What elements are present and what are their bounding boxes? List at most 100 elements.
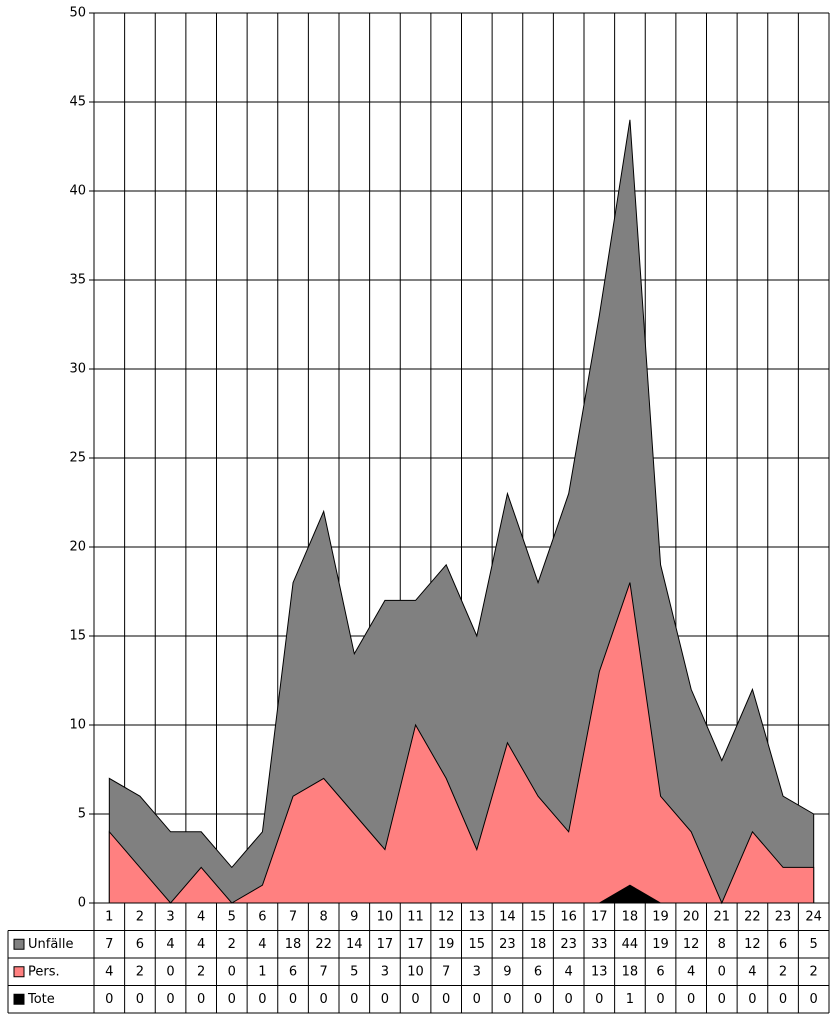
data-table-value: 3 [381,964,389,979]
data-table-value: 9 [503,964,511,979]
data-table-value: 19 [438,937,455,952]
data-table-value: 0 [105,992,113,1007]
data-table-value: 17 [377,937,394,952]
data-table-value: 0 [473,992,481,1007]
data-table-value: 6 [656,964,664,979]
x-tick-label: 16 [560,909,577,924]
data-table-value: 2 [810,964,818,979]
data-table-value: 17 [407,937,424,952]
data-table-value: 18 [285,937,302,952]
data-table-value: 2 [779,964,787,979]
data-table-value: 2 [197,964,205,979]
y-tick-label: 45 [69,95,86,110]
data-table-value: 23 [560,937,577,952]
x-tick-label: 20 [683,909,700,924]
data-table-value: 0 [442,992,450,1007]
data-table-value: 0 [595,992,603,1007]
chart: 0510152025303540455012345678910111213141… [0,0,831,1018]
data-table-value: 10 [407,964,424,979]
y-tick-label: 10 [69,718,86,733]
x-tick-label: 22 [744,909,761,924]
data-table-value: 0 [503,992,511,1007]
y-tick-label: 20 [69,540,86,555]
x-tick-label: 24 [805,909,822,924]
x-tick-label: 9 [350,909,358,924]
legend-key [14,994,24,1004]
data-table-value: 0 [381,992,389,1007]
data-table-value: 4 [166,937,174,952]
x-tick-label: 21 [714,909,731,924]
data-table-value: 0 [289,992,297,1007]
x-tick-label: 5 [228,909,236,924]
data-table-value: 4 [565,964,573,979]
x-tick-label: 10 [377,909,394,924]
data-table-value: 0 [810,992,818,1007]
x-tick-label: 14 [499,909,516,924]
data-table-value: 0 [534,992,542,1007]
data-table-value: 1 [626,992,634,1007]
data-table-value: 0 [166,992,174,1007]
x-tick-label: 7 [289,909,297,924]
data-table-value: 4 [748,964,756,979]
data-table-value: 7 [320,964,328,979]
data-table-value: 12 [683,937,700,952]
data-table-value: 0 [258,992,266,1007]
legend-key [14,939,24,949]
data-table-value: 5 [350,964,358,979]
data-table-value: 0 [656,992,664,1007]
data-table-value: 6 [779,937,787,952]
data-table-value: 5 [810,937,818,952]
data-table-value: 4 [687,964,695,979]
data-table-value: 0 [197,992,205,1007]
data-table-value: 8 [718,937,726,952]
data-table-value: 0 [687,992,695,1007]
data-table-value: 6 [534,964,542,979]
data-table-value: 4 [258,937,266,952]
x-tick-label: 18 [622,909,639,924]
data-table-value: 0 [718,992,726,1007]
data-table-value: 13 [591,964,608,979]
data-table-value: 0 [136,992,144,1007]
data-table-value: 44 [622,937,639,952]
legend-label: Pers. [28,964,60,979]
x-tick-label: 6 [258,909,266,924]
x-tick-label: 2 [136,909,144,924]
data-table-value: 12 [744,937,761,952]
x-tick-label: 1 [105,909,113,924]
data-table-value: 0 [718,964,726,979]
x-tick-label: 4 [197,909,205,924]
x-tick-label: 8 [320,909,328,924]
y-tick-label: 50 [69,6,86,21]
data-table-value: 7 [442,964,450,979]
data-table-value: 19 [652,937,669,952]
y-tick-label: 40 [69,184,86,199]
y-tick-label: 15 [69,629,86,644]
x-tick-label: 11 [407,909,424,924]
y-tick-label: 30 [69,362,86,377]
data-table-value: 22 [315,937,332,952]
x-tick-label: 23 [775,909,792,924]
data-table-value: 4 [197,937,205,952]
x-tick-label: 15 [530,909,547,924]
y-tick-label: 0 [78,896,86,911]
x-tick-label: 17 [591,909,608,924]
data-table-value: 18 [530,937,547,952]
data-table-value: 0 [320,992,328,1007]
data-table-value: 14 [346,937,363,952]
data-table-value: 0 [228,964,236,979]
x-tick-label: 19 [652,909,669,924]
data-table-value: 0 [411,992,419,1007]
y-tick-label: 5 [78,807,86,822]
data-table-value: 6 [136,937,144,952]
data-table-value: 0 [779,992,787,1007]
data-table-value: 1 [258,964,266,979]
data-table-value: 0 [166,964,174,979]
data-table-value: 3 [473,964,481,979]
legend-key [14,967,24,977]
data-table-value: 4 [105,964,113,979]
data-table-value: 7 [105,937,113,952]
data-table-value: 33 [591,937,608,952]
data-table-value: 2 [136,964,144,979]
data-table-value: 23 [499,937,516,952]
data-table-value: 0 [565,992,573,1007]
